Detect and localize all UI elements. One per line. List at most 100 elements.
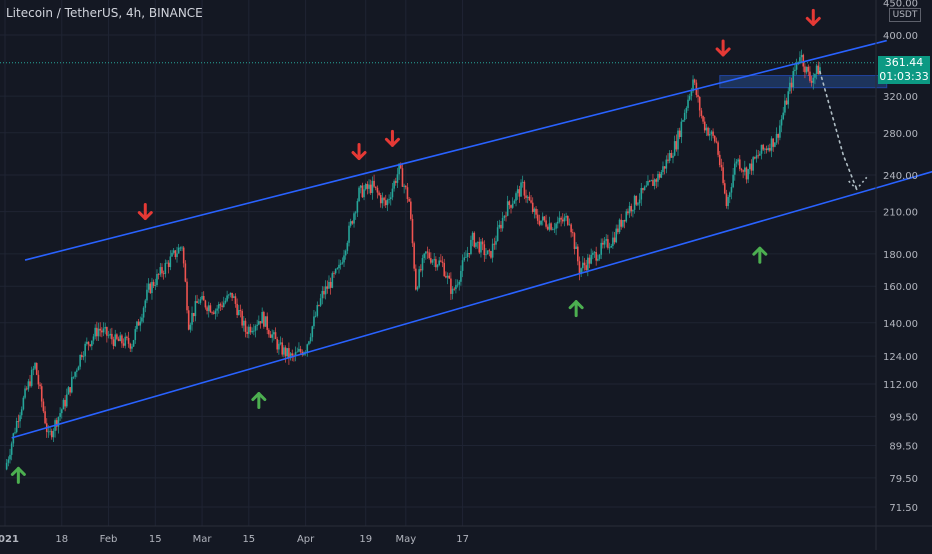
candle-body [111,333,113,340]
candle-body [34,362,36,369]
arrow-head [752,246,768,256]
candle-body [266,316,268,330]
candle-body [27,381,30,390]
chart-title: Litecoin / TetherUS, 4h, BINANCE [6,6,203,20]
unit-label[interactable]: USDT [889,8,921,22]
candle-body [288,348,290,359]
candle-body [259,321,262,324]
candle-body [540,220,542,225]
candle-body [445,276,447,278]
candle-body [212,312,215,314]
channel-lower-line [11,170,932,439]
candle-body [371,180,374,194]
y-tick-label: 320.00 [883,92,918,103]
candle-body [86,341,88,344]
candle-body [291,353,294,356]
candle-body [107,335,110,337]
candle-body [219,304,222,306]
candle-body [119,335,122,342]
candle-body [97,328,100,337]
candle-body [628,205,631,214]
y-tick-label: 112.00 [883,380,918,391]
candle-body [765,148,768,151]
arrow-down-marker [384,129,400,147]
candle-body [378,192,380,195]
candle-body [279,342,282,344]
candle-body [426,251,429,253]
candle-body [311,326,314,338]
y-tick-label: 280.00 [883,129,918,140]
candle-body [314,315,317,317]
candle-body [458,281,461,285]
candle-body [455,285,457,290]
candle-body [201,295,203,300]
candle-body [715,141,718,143]
candle-body [62,399,65,410]
y-tick-label: 89.50 [889,441,918,452]
candle-body [769,148,771,151]
candle-body [254,325,257,331]
candle-body [784,100,786,113]
candle-body [50,430,53,438]
candle-body [44,411,46,424]
candle-body [490,251,492,258]
candle-body [717,142,719,155]
candle-body [588,257,591,264]
candle-body [491,243,494,258]
candle-body [645,185,648,187]
candle-body [703,121,706,131]
candle-body [804,66,806,73]
candle-body [52,430,55,438]
candle-body [253,330,255,332]
candle-body [767,148,769,151]
y-tick-label: 99.50 [889,412,918,423]
candle-body [403,185,405,187]
candle-body [640,188,643,200]
candle-body [595,252,597,261]
candle-body [785,100,788,105]
candle-body [76,370,78,372]
candle-body [114,334,117,346]
candle-body [189,324,192,330]
candle-body [181,247,183,249]
candle-body [546,226,549,230]
candle-body [556,221,559,224]
candle-body [425,251,427,254]
arrow-down-marker [137,203,153,221]
candle-body [697,94,699,98]
candle-body [251,330,253,333]
y-tick-label: 124.00 [883,352,918,363]
candle-body [438,260,440,265]
x-tick-label: 18 [55,534,68,545]
candle-body [582,262,584,269]
candle-body [7,459,10,463]
candle-body [600,242,602,255]
candle-body [468,253,471,254]
arrow-head [351,151,367,161]
candle-body [598,254,601,259]
candle-body [618,219,621,233]
candle-body [541,216,544,221]
candle-body [149,283,152,294]
candle-body [177,247,180,254]
candle-body [775,133,778,143]
candle-body [583,262,586,266]
candle-body [74,371,76,377]
candle-body [309,337,312,342]
candle-body [57,416,60,427]
candle-body [374,186,377,188]
candle-body [478,241,481,253]
projection-arrowhead [848,176,868,191]
arrow-head [715,47,731,57]
candle-body [555,223,557,229]
candle-body [269,334,272,338]
candle-body [39,384,41,387]
arrow-down-marker [351,143,367,161]
candle-body [677,130,679,150]
candle-body [538,220,541,225]
countdown-timer: 01:03:33 [879,69,929,83]
candle-body [708,134,711,136]
candle-body [637,203,639,205]
